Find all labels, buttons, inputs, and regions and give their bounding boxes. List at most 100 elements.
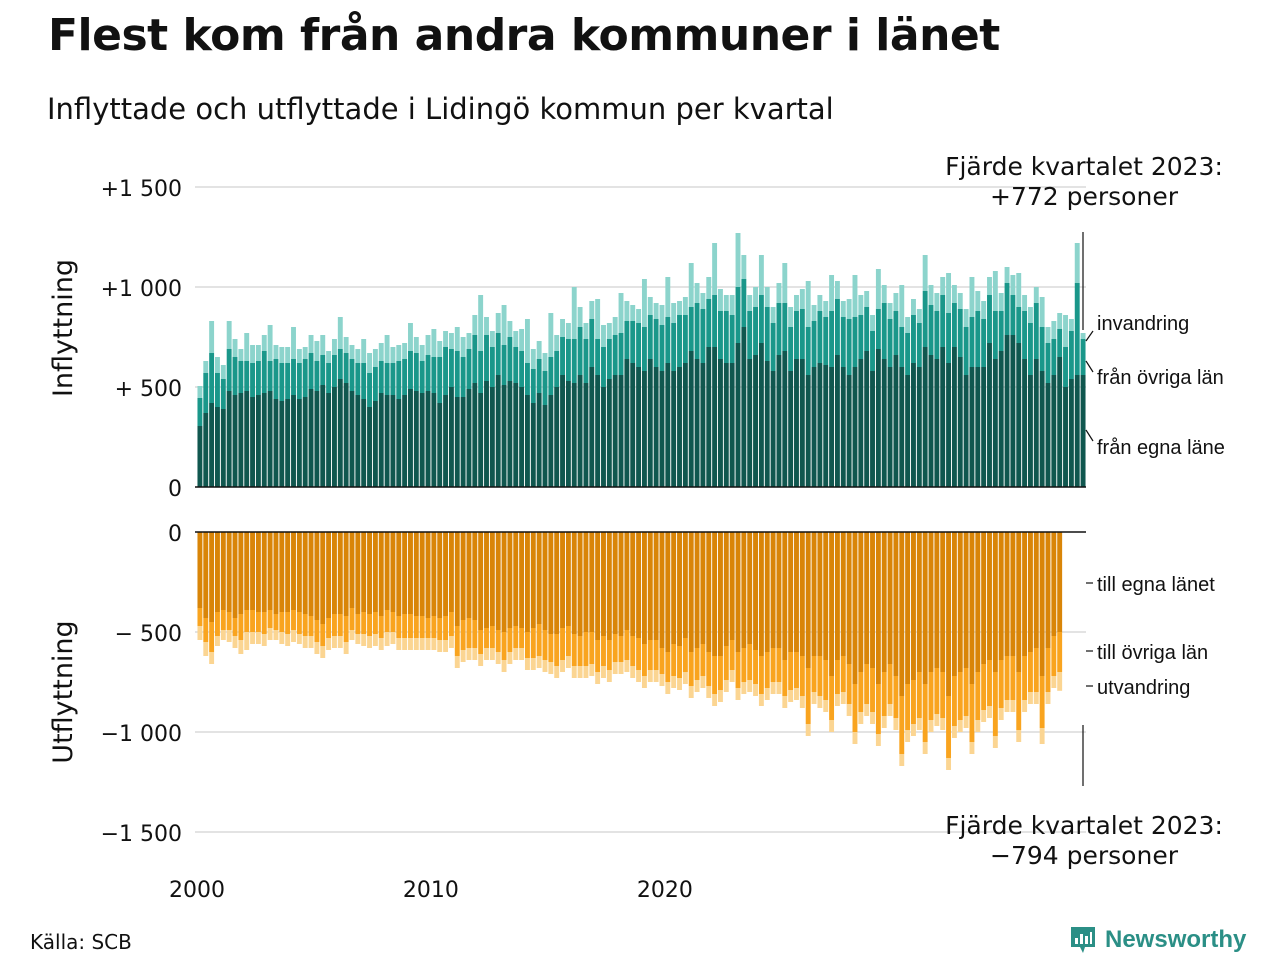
bar-inflow-own-county: [1068, 379, 1074, 487]
bar-inflow-own-county: [729, 363, 735, 487]
bar-outflow-emigration: [489, 648, 495, 660]
bar-outflow-emigration: [296, 634, 302, 644]
bar-inflow-immigration: [1051, 321, 1057, 339]
bar-inflow-other-counties: [782, 303, 788, 351]
bar-inflow-own-county: [712, 347, 718, 487]
bar-outflow-emigration: [630, 666, 636, 678]
bar-inflow-own-county: [296, 399, 302, 487]
bar-inflow-own-county: [513, 383, 519, 487]
bar-outflow-own-county: [805, 532, 811, 668]
bar-outflow-other-counties: [536, 624, 542, 656]
bar-outflow-own-county: [1027, 532, 1033, 652]
bar-outflow-own-county: [390, 532, 396, 612]
bar-outflow-own-county: [460, 532, 466, 620]
bar-outflow-own-county: [238, 532, 244, 614]
bar-inflow-own-county: [203, 413, 209, 487]
bar-outflow-emigration: [472, 648, 478, 660]
bar-inflow-immigration: [969, 277, 975, 317]
bar-inflow-other-counties: [946, 313, 952, 363]
bar-inflow-own-county: [799, 359, 805, 487]
bar-outflow-own-county: [764, 532, 770, 652]
bar-outflow-other-counties: [507, 628, 513, 652]
bar-outflow-own-county: [536, 532, 542, 624]
bar-inflow-other-counties: [1074, 283, 1080, 375]
bar-outflow-other-counties: [484, 628, 489, 648]
bar-inflow-other-counties: [408, 351, 413, 389]
bar-inflow-immigration: [250, 345, 256, 363]
bar-outflow-own-county: [758, 532, 764, 656]
bar-outflow-other-counties: [911, 680, 916, 724]
bar-inflow-other-counties: [911, 315, 916, 363]
bar-outflow-own-county: [934, 532, 940, 668]
bar-inflow-other-counties: [296, 363, 302, 399]
bar-outflow-other-counties: [811, 656, 817, 692]
bar-inflow-immigration: [560, 319, 565, 337]
bar-inflow-immigration: [1010, 275, 1016, 295]
bar-inflow-immigration: [396, 345, 402, 361]
bar-inflow-other-counties: [653, 319, 659, 367]
bar-inflow-other-counties: [565, 339, 571, 381]
bar-outflow-other-counties: [788, 652, 794, 690]
bar-inflow-other-counties: [612, 335, 618, 375]
bar-inflow-own-county: [320, 385, 326, 487]
bar-inflow-immigration: [1022, 295, 1028, 311]
axes: [195, 486, 1086, 533]
bar-outflow-emigration: [858, 712, 864, 724]
bar-inflow-other-counties: [788, 327, 794, 371]
bar-outflow-emigration: [788, 690, 794, 702]
newsworthy-logo-icon: [1071, 927, 1095, 953]
bar-outflow-own-county: [1004, 532, 1010, 656]
bar-inflow-other-counties: [1051, 339, 1057, 375]
leader-fran-ovriga-lan: [1085, 360, 1094, 373]
bar-outflow-other-counties: [1033, 648, 1039, 692]
bar-inflow-own-county: [1074, 375, 1080, 487]
bar-inflow-other-counties: [472, 335, 478, 383]
bar-outflow-other-counties: [209, 622, 215, 652]
bar-inflow-other-counties: [478, 351, 484, 393]
bar-inflow-immigration: [659, 305, 665, 325]
bar-inflow-other-counties: [1057, 329, 1063, 357]
bar-outflow-emigration: [735, 688, 741, 700]
bar-inflow-own-county: [273, 399, 279, 487]
bar-outflow-other-counties: [823, 660, 829, 700]
bar-outflow-other-counties: [478, 630, 484, 654]
bar-inflow-other-counties: [215, 373, 220, 407]
bar-outflow-other-counties: [349, 608, 355, 630]
bar-outflow-other-counties: [712, 656, 718, 694]
annotation-inflow-line2: +772 personer: [990, 182, 1179, 211]
bar-outflow-own-county: [355, 532, 361, 614]
bar-inflow-immigration: [484, 317, 489, 335]
bar-inflow-immigration: [355, 349, 361, 363]
bar-inflow-other-counties: [700, 309, 706, 363]
bar-outflow-other-counties: [940, 672, 946, 718]
bar-outflow-own-county: [606, 532, 612, 640]
bar-inflow-immigration: [688, 263, 694, 307]
bar-inflow-immigration: [331, 339, 337, 355]
bar-outflow-other-counties: [495, 630, 501, 652]
bar-inflow-immigration: [1016, 273, 1022, 307]
bar-outflow-other-counties: [987, 660, 992, 706]
bar-inflow-immigration: [408, 323, 413, 351]
bar-outflow-other-counties: [320, 624, 326, 646]
bar-inflow-immigration: [443, 331, 449, 347]
bar-outflow-emigration: [1004, 700, 1010, 712]
bar-inflow-immigration: [811, 305, 817, 321]
bar-outflow-other-counties: [817, 656, 823, 696]
bar-inflow-own-county: [501, 385, 507, 487]
bar-inflow-immigration: [940, 277, 946, 295]
bar-inflow-own-county: [718, 359, 723, 487]
bar-inflow-own-county: [881, 359, 887, 487]
bar-inflow-other-counties: [402, 359, 408, 395]
bar-inflow-immigration: [992, 271, 998, 311]
bar-outflow-other-counties: [794, 652, 799, 688]
bar-inflow-own-county: [758, 343, 764, 487]
bar-inflow-own-county: [255, 395, 261, 487]
bar-outflow-own-county: [875, 532, 881, 684]
bars: [197, 233, 1086, 770]
bar-inflow-own-county: [484, 381, 489, 487]
bar-inflow-own-county: [630, 363, 636, 487]
bar-inflow-other-counties: [688, 307, 694, 351]
bar-inflow-other-counties: [1080, 339, 1086, 375]
bar-outflow-emigration: [595, 672, 601, 684]
bar-outflow-own-county: [636, 532, 642, 638]
